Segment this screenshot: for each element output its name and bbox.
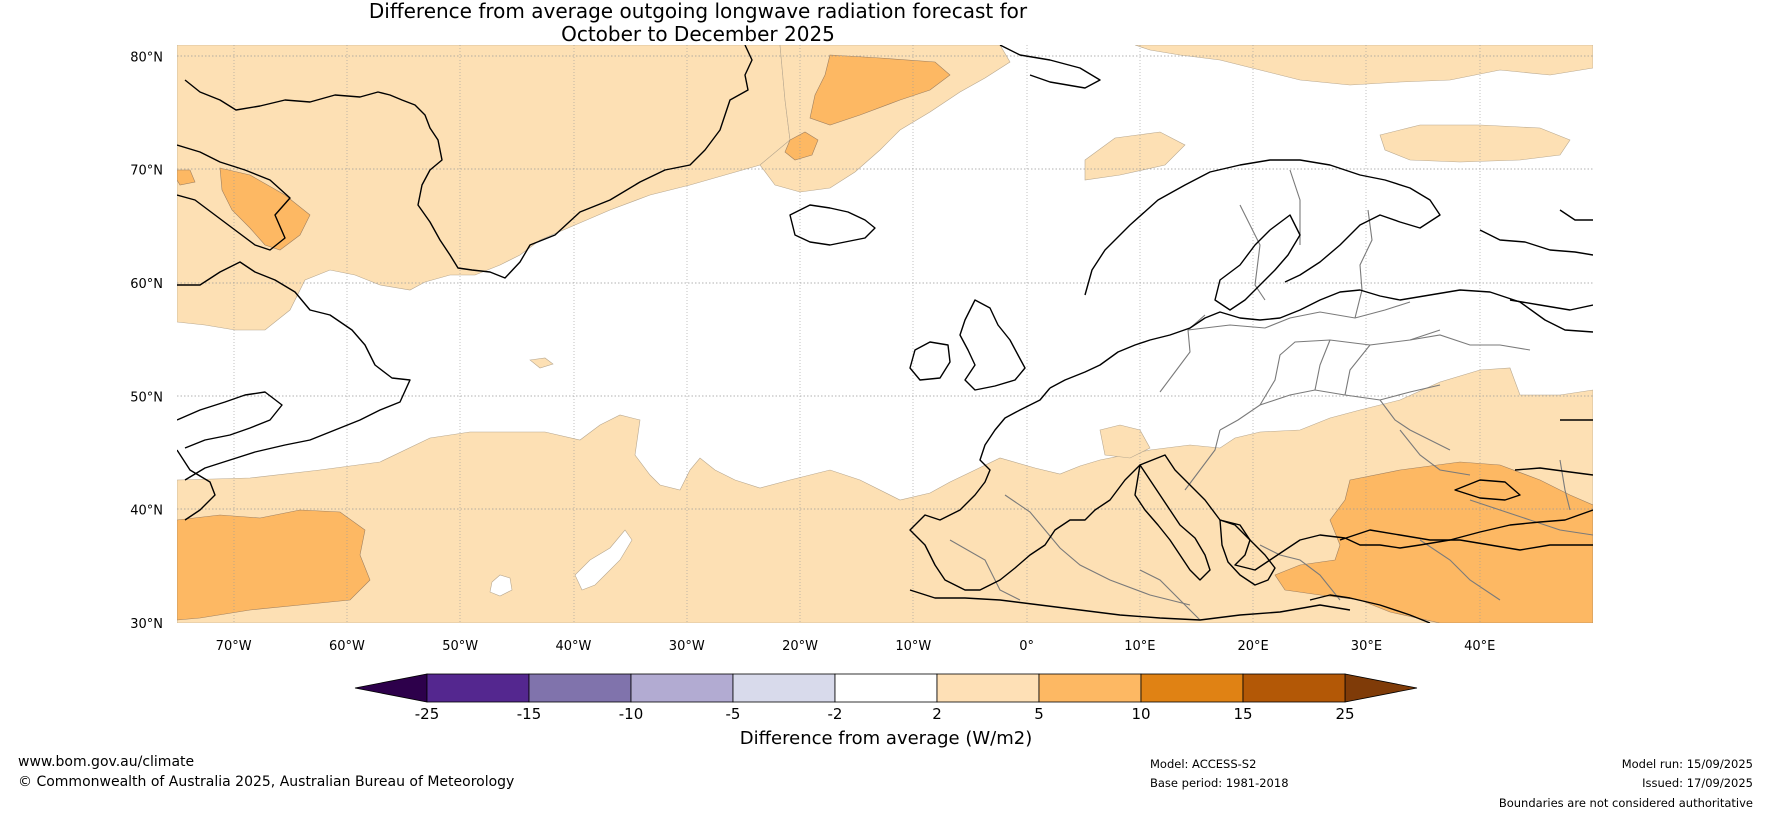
colorbar-tick-label: 15: [1233, 705, 1252, 723]
footer-base-period: Base period: 1981-2018: [1150, 776, 1289, 790]
longitude-label: 30°W: [669, 639, 705, 654]
footer-issued: Issued: 17/09/2025: [1642, 776, 1753, 790]
longitude-label: 20°W: [782, 639, 818, 654]
colorbar-tick-label: 2: [932, 705, 942, 723]
anomaly-2-5-fill: [177, 45, 1593, 623]
colorbar-over-extension: [1344, 673, 1418, 703]
meridians: [233, 45, 1481, 623]
longitude-label: 50°W: [442, 639, 478, 654]
footer-website: www.bom.gov.au/climate: [18, 754, 195, 770]
colorbar-under-extension: [354, 673, 428, 703]
longitude-label: 20°E: [1238, 639, 1269, 654]
colorbar-tick-label: 5: [1034, 705, 1044, 723]
colorbar-bin: [1242, 673, 1346, 703]
colorbar-tick-label: -10: [619, 705, 644, 723]
colorbar-bin: [834, 673, 938, 703]
footer-copyright: © Commonwealth of Australia 2025, Austra…: [18, 774, 515, 790]
latitude-label: 60°N: [130, 277, 163, 292]
longitude-labels: 70°W 60°W 50°W 40°W 30°W 20°W 10°W 0° 10°E 20°E 30…: [216, 639, 1496, 654]
colorbar-bin: [936, 673, 1040, 703]
longitude-label: 10°E: [1124, 639, 1155, 654]
longitude-label: 0°: [1019, 639, 1034, 654]
colorbar-bin: [1038, 673, 1142, 703]
longitude-label: 40°E: [1464, 639, 1495, 654]
colorbar-tick-label: -25: [415, 705, 440, 723]
map-title: Difference from average outgoing longwav…: [0, 0, 1396, 46]
latitude-labels: 80°N 70°N 60°N 50°N 40°N 30°N: [130, 50, 163, 632]
latitude-label: 40°N: [130, 504, 163, 519]
colorbar-tick-label: -2: [828, 705, 843, 723]
longitude-label: 10°W: [895, 639, 931, 654]
footer-disclaimer: Boundaries are not considered authoritat…: [1498, 796, 1753, 810]
longitude-label: 60°W: [329, 639, 365, 654]
longitude-label: 30°E: [1351, 639, 1382, 654]
latitude-label: 30°N: [130, 617, 163, 632]
footer-model: Model: ACCESS-S2: [1150, 757, 1257, 771]
near-average-gaps: [489, 529, 633, 597]
colorbar-bin: [426, 673, 530, 703]
map-area: [177, 45, 1593, 623]
longitude-label: 40°W: [556, 639, 592, 654]
coastlines: [177, 45, 1593, 623]
colorbar-tick-label: -5: [726, 705, 741, 723]
title-line-1: Difference from average outgoing longwav…: [368, 0, 1028, 23]
longitude-label: 70°W: [216, 639, 252, 654]
colorbar-bin: [630, 673, 734, 703]
latitude-label: 80°N: [130, 50, 163, 65]
colorbar-tick-label: -15: [517, 705, 542, 723]
graticule: [177, 55, 1593, 510]
latitude-label: 70°N: [130, 164, 163, 179]
footer-model-run: Model run: 15/09/2025: [1621, 757, 1753, 771]
colorbar-title: Difference from average (W/m2): [739, 728, 1033, 749]
colorbar-tick-label: 25: [1335, 705, 1354, 723]
colorbar-bin: [1140, 673, 1244, 703]
colorbar-bin: [732, 673, 836, 703]
title-line-2: October to December 2025: [561, 22, 835, 46]
colorbar-tick-label: 10: [1131, 705, 1150, 723]
colorbar: -25 -15 -10 -5 -2 2 5 10 15 25: [354, 673, 1418, 723]
latitude-label: 50°N: [130, 390, 163, 405]
colorbar-bin: [528, 673, 632, 703]
